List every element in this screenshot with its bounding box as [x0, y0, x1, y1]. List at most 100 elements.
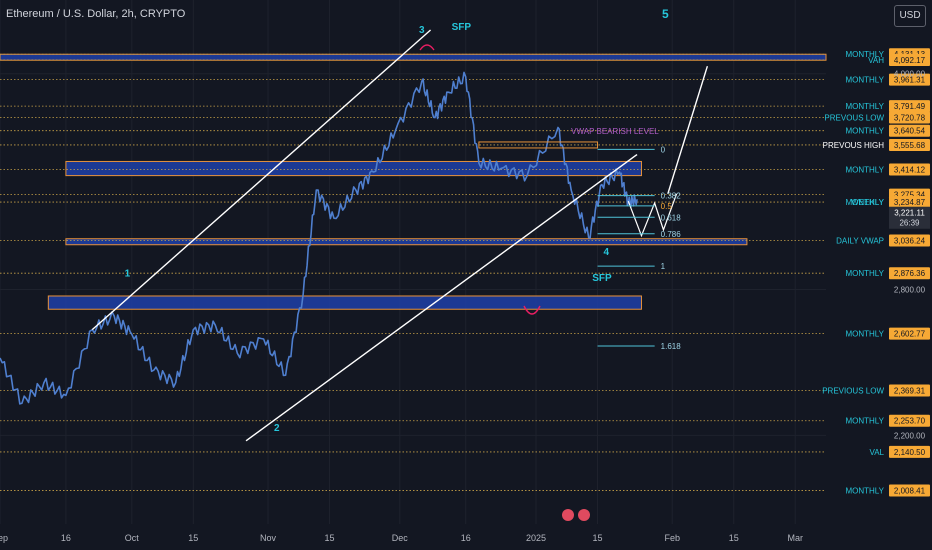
level-price-badge: [889, 267, 930, 280]
sfp-label: SFP: [452, 22, 472, 33]
level-price: 3,720.78: [894, 114, 926, 123]
wave-label: 3: [419, 25, 425, 36]
current-price: 3,221.11: [894, 209, 925, 218]
level-label: MONTHLY: [845, 166, 884, 175]
fib-label: 0: [661, 145, 666, 154]
trendline: [667, 66, 709, 194]
level-price-badge: [889, 124, 930, 137]
current-price-badge: [889, 206, 930, 229]
wave-label: 2: [274, 423, 280, 434]
price-zone: [65, 160, 642, 177]
level-price: 3,555.68: [894, 141, 926, 150]
bar-countdown: 26:39: [899, 219, 920, 228]
level-price: 4,092.17: [894, 56, 926, 65]
level-price: 2,602.77: [894, 330, 926, 339]
level-price-badge: [889, 327, 930, 340]
vwap-note: VWAP BEARISH LEVEL: [571, 127, 659, 136]
level-label: PREVOUS HIGH: [823, 141, 885, 150]
price-line: [0, 71, 638, 405]
time-tick-label: Sep: [0, 533, 8, 543]
fib-label: 1.618: [661, 342, 682, 351]
trendline: [91, 29, 432, 331]
level-price: 2,253.70: [894, 417, 926, 426]
level-label: VAH: [868, 56, 884, 65]
time-axis[interactable]: Sep 16 Oct 15 Nov 15 Dec 16 2025 15 Feb 15 Mar: [0, 533, 803, 543]
fib-label: 0.382: [661, 192, 682, 201]
level-label: MONTHLY: [845, 50, 884, 59]
time-tick-label: 2025: [526, 533, 546, 543]
event-icon: [578, 509, 590, 521]
wave-label: 1: [125, 269, 131, 280]
level-price: 2,369.31: [894, 386, 926, 395]
level-price: 3,036.24: [894, 236, 926, 245]
price-tick-label: 2,800.00: [894, 285, 926, 294]
grid-lines: [0, 0, 826, 524]
level-price: 3,961.31: [894, 76, 926, 85]
price-zone: [65, 238, 748, 246]
time-tick-label: Nov: [260, 533, 277, 543]
sfp-arc: [419, 44, 435, 51]
level-price-badge: [889, 384, 930, 397]
level-price-badge: [889, 234, 930, 247]
level-price-badge: [889, 138, 930, 151]
level-label: MONTHLY: [845, 486, 884, 495]
annotations: 1 2 3 4 SFP SFP VWAP BEARISH LEVEL: [125, 22, 659, 521]
time-tick-label: 15: [188, 533, 198, 543]
time-tick-label: 15: [593, 533, 603, 543]
sfp-label: SFP: [592, 273, 612, 284]
price-zone: [47, 295, 642, 310]
level-label: MONTHLY: [845, 417, 884, 426]
fib-label: 0.786: [661, 230, 682, 239]
level-price: 3,640.54: [894, 127, 926, 136]
trendline: [245, 153, 638, 442]
level-price: 3,414.12: [894, 166, 926, 175]
level-price: 2,876.36: [894, 269, 926, 278]
level-price: 3,275.34: [894, 191, 926, 200]
event-icon: [562, 509, 574, 521]
level-label: PREVOUS LOW: [824, 114, 884, 123]
projection-path: [627, 193, 678, 238]
fib-label: 0.618: [661, 213, 682, 222]
time-tick-label: Oct: [125, 533, 140, 543]
price-axis[interactable]: MONTHLY4,131.13VAH4,092.17MONTHLY3,961.3…: [822, 48, 930, 497]
symbol-title[interactable]: Ethereum / U.S. Dollar, 2h, CRYPTO: [6, 8, 186, 20]
horizontal-levels: [0, 53, 826, 491]
level-label: MONTHLY: [845, 102, 884, 111]
level-price: 2,008.41: [894, 486, 926, 495]
vwap-box: [478, 141, 599, 149]
price-series: [0, 71, 638, 405]
fib-label: 0.5: [661, 202, 673, 211]
price-zone: [0, 53, 827, 61]
wave-label: 4: [604, 247, 610, 258]
time-tick-label: Mar: [787, 533, 803, 543]
level-price-badge: [889, 111, 930, 124]
level-label: VAL: [869, 448, 884, 457]
fib-label: 1: [661, 262, 666, 271]
level-price: 3,791.49: [894, 102, 926, 111]
wave-label-5: 5: [662, 7, 669, 21]
time-tick-label: 16: [461, 533, 471, 543]
level-price: 2,140.50: [894, 448, 926, 457]
level-price-badge: [889, 445, 930, 458]
level-label: WEEKLY: [851, 198, 884, 207]
level-price-badge: [889, 484, 930, 497]
level-label: MONTHLY: [845, 330, 884, 339]
level-price-badge: [889, 414, 930, 427]
price-tick-label: 2,200.00: [894, 431, 926, 440]
currency-button[interactable]: USD: [894, 5, 926, 27]
level-label: DAILY VWAP: [836, 236, 884, 245]
level-price-badge: [889, 100, 930, 113]
time-tick-label: 15: [325, 533, 335, 543]
sfp-arc: [523, 305, 541, 315]
level-label: MONTHLY: [845, 198, 884, 207]
level-price-badge: [889, 73, 930, 86]
trendlines: [91, 29, 709, 442]
level-price-badge: [889, 53, 930, 66]
time-tick-label: 16: [61, 533, 71, 543]
level-price: 3,234.87: [894, 198, 926, 207]
level-label: MONTHLY: [845, 76, 884, 85]
price-tick-label: 4,000.00: [894, 70, 926, 79]
level-price-badge: [889, 196, 930, 209]
